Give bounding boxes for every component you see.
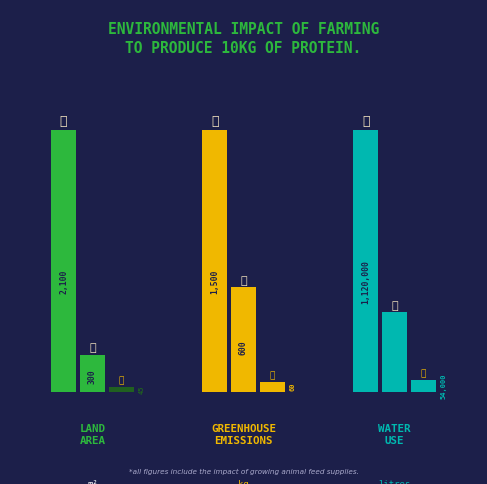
Text: kg: kg — [238, 480, 249, 484]
Text: 300: 300 — [88, 369, 97, 384]
Text: 2,100: 2,100 — [59, 270, 68, 294]
Bar — [411, 379, 436, 392]
Text: ENVIRONMENTAL IMPACT OF FARMING: ENVIRONMENTAL IMPACT OF FARMING — [108, 22, 379, 37]
Bar — [231, 287, 256, 392]
Bar — [51, 130, 76, 392]
Text: m²: m² — [87, 480, 98, 484]
Text: 🐄: 🐄 — [362, 116, 370, 128]
Text: 🦟: 🦟 — [421, 369, 426, 378]
Bar — [109, 387, 134, 392]
Text: WATER
USE: WATER USE — [378, 424, 411, 447]
Text: litres: litres — [378, 480, 411, 484]
Text: 45: 45 — [139, 385, 145, 393]
Text: 🐓: 🐓 — [240, 276, 247, 286]
Text: 60: 60 — [290, 383, 296, 391]
Text: GREENHOUSE
EMISSIONS: GREENHOUSE EMISSIONS — [211, 424, 276, 447]
Text: 🐄: 🐄 — [211, 116, 218, 128]
Text: *all figures include the impact of growing animal feed supplies.: *all figures include the impact of growi… — [129, 469, 358, 475]
Bar — [260, 382, 285, 392]
Bar — [202, 130, 227, 392]
Text: 1,500: 1,500 — [210, 270, 219, 294]
Text: 600: 600 — [239, 341, 248, 355]
Text: 🐓: 🐓 — [391, 301, 398, 311]
Text: 🐄: 🐄 — [60, 116, 67, 128]
Text: 🦟: 🦟 — [119, 376, 124, 385]
Text: 1,120,000: 1,120,000 — [361, 260, 370, 304]
Bar — [382, 313, 407, 392]
Text: LAND
AREA: LAND AREA — [79, 424, 105, 447]
Text: 🦟: 🦟 — [270, 371, 275, 380]
Text: 340,000: 340,000 — [390, 342, 399, 376]
Bar — [80, 355, 105, 392]
Text: 54,000: 54,000 — [441, 373, 447, 399]
Bar — [353, 130, 378, 392]
Text: TO PRODUCE 10KG OF PROTEIN.: TO PRODUCE 10KG OF PROTEIN. — [125, 41, 362, 56]
Text: 🐓: 🐓 — [89, 343, 96, 353]
